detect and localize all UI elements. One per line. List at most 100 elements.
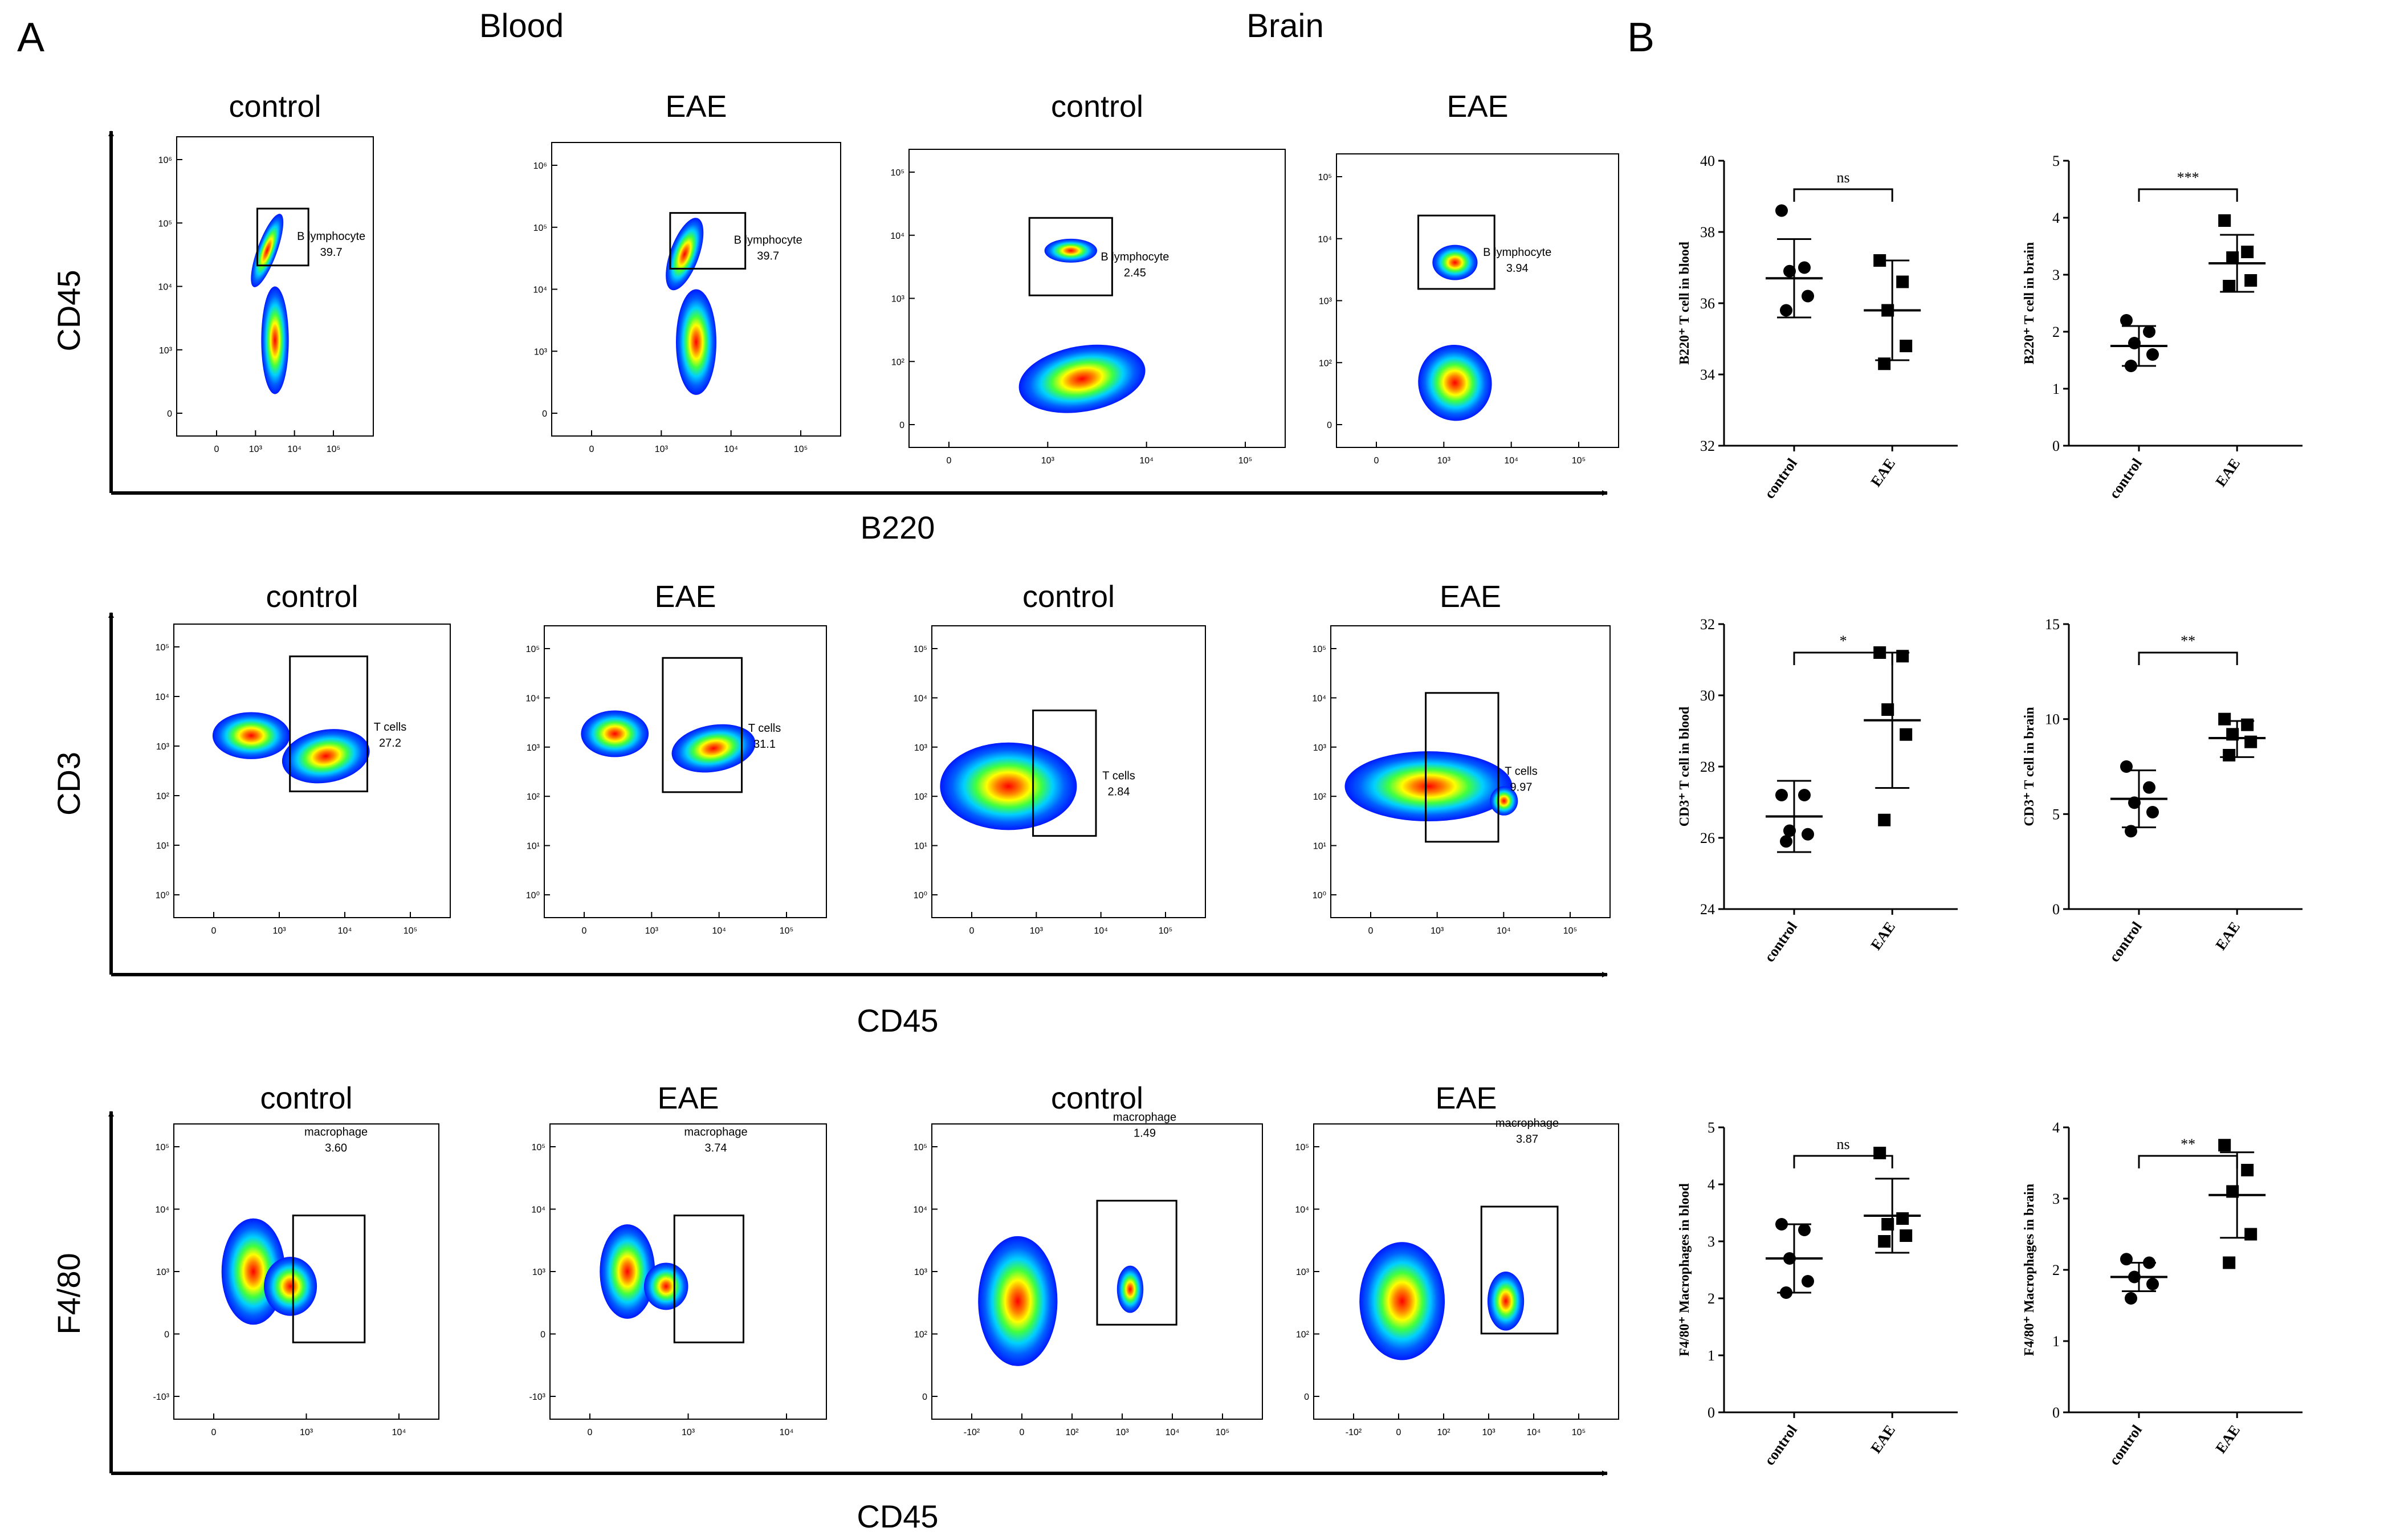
gate-percentage: 2.84: [1108, 786, 1130, 798]
x-tick-label: 10³: [655, 445, 669, 454]
data-point-EAE: [1878, 1235, 1891, 1248]
x-tick-label: 10³: [272, 926, 286, 936]
gate-percentage: 1.49: [1134, 1127, 1156, 1140]
scatter-y-tick-label: 0: [2052, 901, 2060, 918]
data-point-control: [1775, 789, 1788, 801]
cell-population-density: [600, 1224, 655, 1319]
flow-plot-2-3: control T cells 2.84 10⁵ 10⁴ 10³ 10² 10¹ 10⁰ 0 10³…: [913, 580, 1206, 936]
y-tick-label: 0: [167, 409, 172, 419]
scatter-category-label: control: [2106, 919, 2145, 965]
y-tick-label: 10²: [914, 792, 928, 802]
flow-x-axis-label: B220: [861, 510, 935, 545]
y-tick-label: 10⁴: [1318, 235, 1332, 245]
y-tick-label: 10⁵: [156, 1143, 169, 1152]
significance-bracket: [1793, 188, 1893, 202]
x-tick-label: 10⁵: [1572, 1428, 1586, 1437]
scatter-y-tick-label: 30: [1700, 687, 1715, 704]
y-tick-label: 0: [1304, 1392, 1309, 1402]
cell-population-density: [1344, 751, 1513, 822]
flow-plot-1-3: control B lymphocyte 2.45 10⁵ 10⁴ 10³ 10² 0 0 10³…: [890, 89, 1286, 466]
y-tick-label: 10⁰: [914, 891, 927, 901]
scatter-y-axis-label: B220⁺ T cell in brain: [2022, 242, 2037, 365]
x-tick-label: 10³: [682, 1428, 695, 1437]
x-tick-label: 10³: [1437, 456, 1451, 466]
gate-label: B lymphocyte: [734, 234, 802, 246]
significance-label: **: [2181, 1136, 2195, 1152]
flow-plot-title: control: [266, 580, 358, 614]
significance-label: *: [1840, 633, 1847, 649]
cell-population-density: [676, 289, 716, 395]
flow-plot-title: control: [1051, 1081, 1143, 1115]
x-tick-label: 0: [969, 926, 975, 936]
scatter-category-label: control: [1761, 919, 1800, 965]
x-tick-label: 10³: [1115, 1428, 1129, 1437]
data-point-control: [1798, 789, 1811, 801]
gate-rectangle: [1028, 217, 1113, 296]
scatter-plot-4: 0 5 10 15 CD3⁺ T cell in brain control EAE **: [2022, 616, 2303, 965]
gate-label: T cells: [374, 721, 406, 734]
cell-population-density: [643, 1262, 688, 1310]
gate-rectangle: [1096, 1200, 1177, 1326]
cell-population-density: [940, 742, 1077, 830]
gate-rectangle: [669, 212, 747, 270]
gate-rectangle: [1032, 709, 1097, 837]
scatter-category-label: EAE: [1868, 919, 1898, 953]
y-tick-label: 10⁰: [156, 891, 169, 901]
flow-plot-1-4: EAE B lymphocyte 3.94 10⁵ 10⁴ 10³ 10² 0 0 10³ 10⁴ 1…: [1318, 89, 1619, 466]
x-tick-label: 0: [214, 445, 219, 454]
x-tick-label: 10³: [1041, 456, 1055, 466]
flow-plot-1-1: control B lymphocyte 39.7 10⁶ 10⁵ 10⁴ 10³ 0 0 10³…: [158, 89, 374, 454]
x-tick-label: 10⁴: [724, 445, 738, 454]
flow-plot-title: EAE: [1435, 1081, 1497, 1115]
data-point-EAE: [2218, 1139, 2231, 1152]
y-tick-label: 10¹: [156, 841, 169, 851]
gate-percentage: 2.45: [1124, 267, 1146, 279]
y-tick-label: 10⁴: [1295, 1205, 1309, 1215]
scatter-y-tick-label: 38: [1700, 224, 1715, 241]
data-point-control: [1798, 1224, 1811, 1236]
scatter-y-tick-label: 24: [1700, 901, 1715, 918]
cell-population-density: [671, 724, 756, 773]
x-tick-label: 0: [1020, 1428, 1025, 1437]
scatter-y-axis-label: B220⁺ T cell in blood: [1677, 241, 1692, 364]
gate-label: T cells: [1505, 765, 1537, 777]
y-tick-label: 10⁰: [526, 891, 540, 901]
scatter-category-label: EAE: [2212, 1422, 2243, 1456]
data-point-EAE: [1900, 728, 1913, 741]
gate-label: B lymphocyte: [297, 230, 365, 243]
scatter-category-label: EAE: [2212, 919, 2243, 953]
flow-plot-title: control: [1022, 580, 1115, 614]
x-tick-label: 10⁴: [780, 1428, 794, 1437]
cell-population-density: [1044, 238, 1098, 263]
significance-bracket: [1793, 651, 1893, 665]
y-tick-label: 0: [1327, 421, 1332, 430]
x-tick-label: 10⁴: [1497, 926, 1511, 936]
data-point-control: [2146, 1278, 2159, 1290]
x-tick-label: 10⁴: [392, 1428, 406, 1437]
flow-x-axis-label: CD45: [857, 1003, 938, 1038]
y-tick-label: 10⁰: [1313, 891, 1326, 901]
cell-population-density: [581, 710, 649, 757]
y-tick-label: 10⁶: [158, 156, 172, 165]
flow-plot-title: EAE: [1440, 580, 1501, 614]
flow-plot-3-1: control macrophage 3.60 10⁵ 10⁴ 10³ 0 -10³ 0 10³ 1…: [153, 1081, 439, 1437]
scatter-category-label: control: [2106, 455, 2145, 502]
significance-label: ***: [2177, 169, 2199, 186]
y-tick-label: 10³: [891, 295, 905, 304]
y-tick-label: 10³: [532, 1268, 546, 1277]
gate-percentage: 27.2: [379, 737, 401, 749]
scatter-y-tick-label: 0: [2052, 438, 2060, 454]
gate-percentage: 39.7: [320, 246, 343, 259]
significance-label: ns: [1837, 169, 1850, 186]
scatter-y-tick-label: 5: [2052, 153, 2060, 169]
x-tick-label: 10⁴: [287, 445, 301, 454]
y-tick-label: 10⁶: [533, 161, 547, 171]
data-point-control: [1802, 290, 1814, 303]
gate-label: T cells: [748, 722, 781, 735]
y-tick-label: 10⁴: [913, 694, 927, 703]
flow-plot-frame: [544, 625, 827, 918]
scatter-y-tick-label: 3: [2052, 267, 2060, 283]
scatter-plot-3: 24 26 28 30 32 CD3⁺ T cell in blood control EAE…: [1677, 616, 1958, 965]
x-tick-label: 10⁴: [1094, 926, 1108, 936]
x-tick-label: 10⁵: [794, 445, 808, 454]
